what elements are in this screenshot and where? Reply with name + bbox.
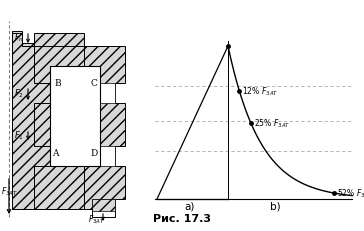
Polygon shape (84, 146, 115, 166)
Text: 12% $F_{3AT}$: 12% $F_{3AT}$ (242, 85, 279, 98)
Text: C: C (91, 79, 98, 88)
Polygon shape (84, 84, 115, 103)
Text: $F_2$: $F_2$ (14, 87, 24, 99)
Text: 25% $F_{3AT}$: 25% $F_{3AT}$ (254, 117, 290, 130)
Text: $F_1$: $F_1$ (14, 129, 24, 142)
Text: $F_{3AT}$: $F_{3AT}$ (88, 213, 105, 225)
Polygon shape (34, 166, 84, 209)
Polygon shape (50, 67, 100, 166)
Polygon shape (84, 47, 125, 209)
Polygon shape (34, 103, 84, 146)
Text: Рис. 17.3: Рис. 17.3 (153, 213, 211, 223)
Polygon shape (92, 199, 115, 211)
Polygon shape (92, 199, 115, 217)
Text: a): a) (185, 201, 195, 211)
Polygon shape (34, 47, 84, 84)
Polygon shape (12, 34, 84, 209)
Polygon shape (22, 44, 84, 209)
Text: $F_n$: $F_n$ (14, 32, 24, 44)
Text: 52% $F_{3AT}$: 52% $F_{3AT}$ (337, 187, 364, 199)
Text: b): b) (270, 201, 280, 211)
Text: A: A (52, 149, 58, 158)
Text: B: B (55, 79, 61, 88)
Text: $F_{3AT}$: $F_{3AT}$ (1, 185, 18, 198)
Polygon shape (12, 32, 34, 209)
Text: D: D (90, 149, 98, 158)
